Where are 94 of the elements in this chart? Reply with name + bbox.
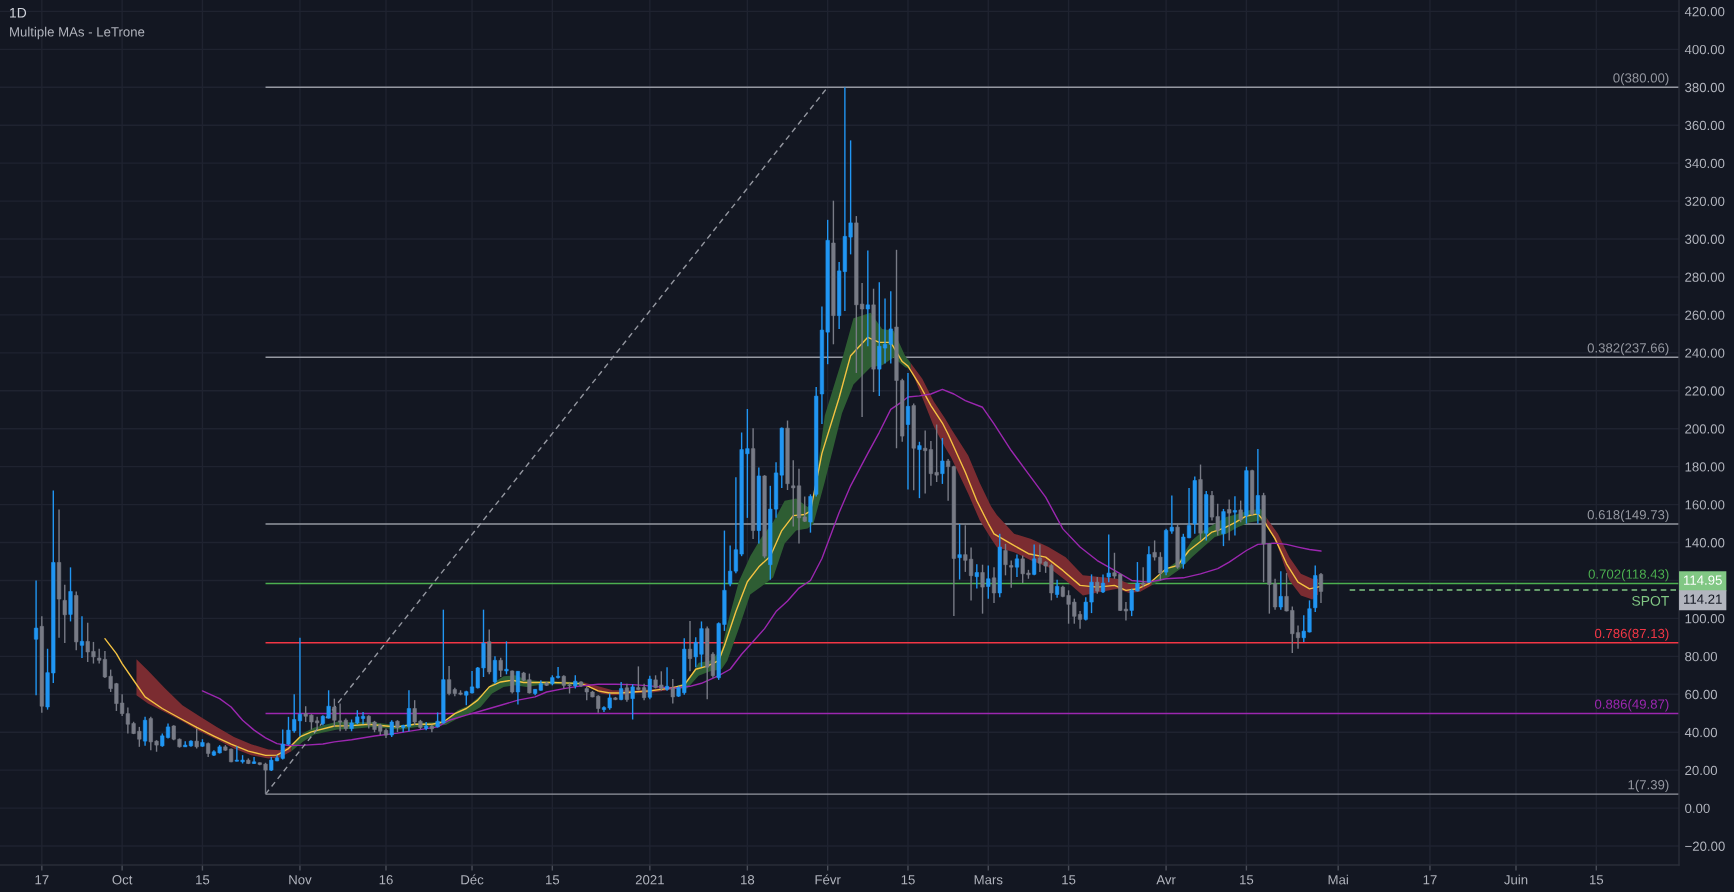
- y-tick-label: 160.00: [1685, 500, 1725, 510]
- ref-line-label: 0.886(49.87): [1594, 699, 1669, 712]
- candlestick: [143, 716, 148, 747]
- ref-line-label: 0.702(118.43): [1588, 569, 1669, 582]
- y-tick-label: 420.00: [1684, 6, 1725, 17]
- y-tick-label: 100.00: [1685, 613, 1725, 624]
- candlestick: [515, 670, 520, 706]
- candlestick: [1032, 543, 1037, 577]
- x-tick-label: 18: [741, 875, 755, 885]
- candlestick: [1221, 508, 1226, 547]
- data-label: 114.95: [1684, 575, 1722, 585]
- candlestick: [624, 682, 629, 703]
- x-tick-label: Févr: [815, 874, 841, 885]
- candlestick: [865, 249, 870, 347]
- y-tick-label: −20.00: [1685, 841, 1725, 851]
- y-tick-label: 320.00: [1685, 196, 1725, 206]
- candlestick: [1009, 559, 1014, 589]
- y-tick-label: 340.00: [1685, 158, 1725, 169]
- candlestick: [687, 620, 693, 673]
- y-tick-label: 40.00: [1684, 727, 1718, 738]
- candlestick: [498, 656, 503, 678]
- ref-line-label: 0(380.00): [1613, 72, 1669, 86]
- candlestick: [917, 441, 922, 499]
- candlestick: [1106, 533, 1111, 583]
- y-tick-label: 280.00: [1685, 272, 1725, 282]
- y-tick-label: 360.00: [1685, 120, 1725, 131]
- candlestick: [980, 564, 985, 615]
- ref-line-label: 0.382(237.66): [1587, 342, 1669, 356]
- y-tick-label: 380.00: [1685, 82, 1725, 93]
- x-tick-label: 15: [1062, 875, 1076, 885]
- x-tick-label: 2021: [635, 875, 664, 885]
- x-tick-label: Juin: [1504, 874, 1528, 885]
- ref-line-label: 0.618(149.73): [1587, 509, 1669, 522]
- text: Multiple MAs - LeTrone: [10, 26, 145, 40]
- series-label: SPOT: [1632, 595, 1669, 606]
- candlestick: [68, 566, 73, 623]
- candlestick: [630, 683, 635, 721]
- candlestick: [1318, 572, 1324, 604]
- candlestick: [665, 666, 670, 692]
- ref-line-label: 1(7.39): [1628, 779, 1669, 792]
- y-tick-label: 140.00: [1685, 538, 1725, 548]
- x-tick-label: Déc: [461, 874, 484, 885]
- candlestick: [1055, 579, 1060, 599]
- x-tick-label: Avr: [1156, 875, 1176, 885]
- candlestick: [79, 615, 85, 659]
- x-tick-label: 16: [379, 875, 393, 885]
- candlestick: [647, 674, 652, 700]
- candlestick: [510, 669, 515, 695]
- x-tick-label: 15: [196, 875, 210, 885]
- candlestick: [670, 678, 675, 705]
- y-tick-label: 300.00: [1685, 234, 1725, 244]
- candlestick: [1232, 495, 1237, 537]
- y-tick-label: 180.00: [1685, 462, 1725, 472]
- candlestick: [1014, 553, 1020, 578]
- y-tick-label: 60.00: [1685, 689, 1718, 700]
- candlestick: [1003, 543, 1008, 577]
- candlestick: [1238, 499, 1243, 523]
- candlestick: [957, 523, 962, 581]
- x-tick-label: 17: [35, 875, 49, 885]
- y-tick-label: 400.00: [1684, 44, 1725, 55]
- x-tick-label: 17: [1423, 875, 1437, 885]
- candlestick: [1141, 566, 1146, 588]
- y-tick-label: 0.00: [1685, 803, 1710, 813]
- chart-title: 1D: [10, 8, 27, 18]
- x-tick-label: Oct: [112, 875, 133, 885]
- x-tick-label: Mai: [1328, 874, 1348, 885]
- x-tick-label: 15: [546, 875, 560, 885]
- y-tick-label: 80.00: [1685, 651, 1718, 662]
- candlestick: [940, 437, 945, 485]
- x-tick-label: Nov: [289, 875, 312, 885]
- candlestick: [34, 579, 39, 696]
- candlestick: [1227, 498, 1232, 542]
- candlestick: [62, 584, 67, 644]
- candlestick: [492, 655, 498, 685]
- x-tick-label: 15: [901, 875, 915, 885]
- candlestick: [991, 566, 997, 604]
- text: 114.21: [1684, 594, 1722, 604]
- candlestick: [974, 563, 979, 590]
- candlestick: [1278, 570, 1283, 611]
- x-tick-label: Mars: [974, 875, 1003, 885]
- y-tick-label: 200.00: [1685, 424, 1725, 434]
- candlestick: [194, 727, 199, 750]
- candlestick: [986, 564, 991, 600]
- candlestick: [504, 640, 509, 676]
- ref-line-label: 0.786(87.13): [1594, 628, 1669, 641]
- x-tick-label: 15: [1589, 875, 1604, 885]
- y-tick-label: 260.00: [1685, 310, 1725, 320]
- y-tick-label: 20.00: [1685, 765, 1718, 776]
- candlestick: [1255, 448, 1260, 525]
- y-tick-label: 240.00: [1685, 348, 1725, 358]
- y-tick-label: 220.00: [1685, 386, 1725, 396]
- candlestick: [1100, 573, 1106, 594]
- candlestick: [905, 372, 911, 491]
- x-tick-label: 15: [1240, 875, 1254, 885]
